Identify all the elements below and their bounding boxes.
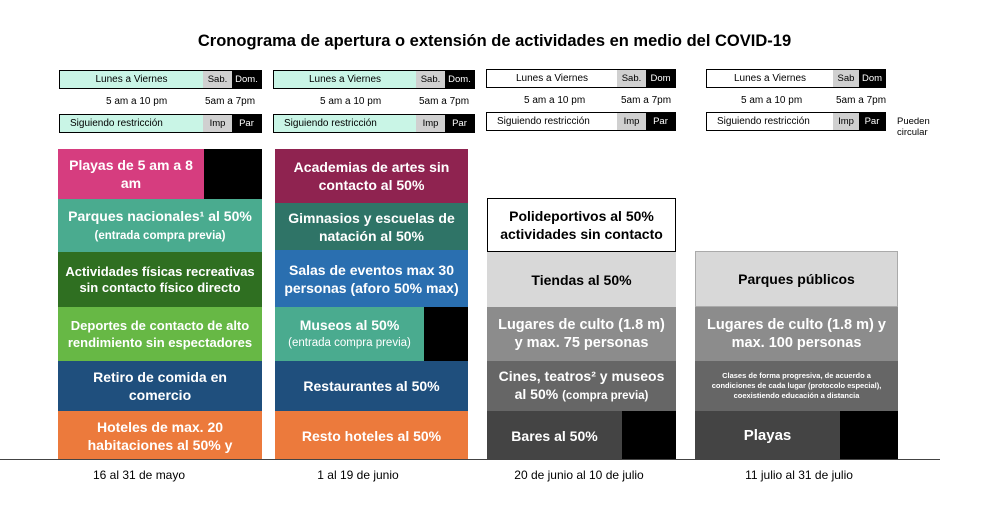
weekdays-label: Lunes a Viernes [95,74,168,85]
odd-plate-label: Imp [416,115,445,132]
closed-weekend-marker [622,411,676,460]
odd-plate-label: Imp [617,113,646,130]
closed-weekend-marker [424,307,468,361]
weekend-hours: 5am a 7pm [621,95,672,106]
saturday-label: Sab. [203,71,232,88]
schedule-header-col4: Lunes a Viernes Sab Dom [706,69,886,88]
odd-plate-label: Imp [203,115,232,132]
restriction-row-col1: Siguiendo restricción Imp Par [59,114,262,133]
sunday-label: Dom [646,70,675,87]
activity-box-actividades-fisicas: Actividades físicas recreativas sin cont… [58,252,262,307]
closed-weekend-marker [840,411,898,460]
activity-box-playas-julio: Playas [695,411,840,460]
even-plate-label: Par [445,115,474,132]
activity-box-tiendas: Tiendas al 50% [487,252,676,307]
activity-box-gimnasios: Gimnasios y escuelas de natación al 50% [275,203,468,250]
restriction-label: Siguiendo restricción [497,116,590,127]
activity-box-resto-hoteles: Resto hoteles al 50% [275,411,468,460]
saturday-label: Sab. [416,71,445,88]
sunday-label: Dom [859,70,885,87]
even-plate-label: Par [859,113,885,130]
activity-box-parques-nacionales: Parques nacionales¹ al 50% (entrada comp… [58,199,262,252]
activity-box-clases: Clases de forma progresiva, de acuerdo a… [695,361,898,411]
page-title: Cronograma de apertura o extensión de ac… [197,32,792,50]
activity-box-lugares-culto-100: Lugares de culto (1.8 m) y max. 100 pers… [695,307,898,361]
activity-box-museos: Museos al 50% (entrada compra previa) [275,307,424,361]
activity-box-retiro-comida: Retiro de comida en comercio [58,361,262,411]
weekdays-label: Lunes a Viernes [308,74,382,85]
restriction-label: Siguiendo restricción [284,118,377,129]
saturday-label: Sab [833,70,859,87]
weekday-hours: 5 am a 10 pm [741,95,803,106]
activity-box-restaurantes: Restaurantes al 50% [275,361,468,411]
weekend-hours: 5am a 7pm [836,95,887,106]
activity-box-deportes-contacto: Deportes de contacto de alto rendimiento… [58,307,262,361]
weekday-hours: 5 am a 10 pm [320,96,382,107]
activity-box-academias-artes: Academias de artes sin contacto al 50% [275,149,468,203]
restriction-label: Siguiendo restricción [717,116,810,127]
activity-box-cines-teatros: Cines, teatros² y museos al 50% (compra … [487,361,676,411]
activity-box-parques-publicos: Parques públicos [695,251,898,307]
pueden-circular-note: Pueden circular [897,116,930,138]
restriction-row-col2: Siguiendo restricción Imp Par [273,114,475,133]
schedule-header-col2: Lunes a Viernes Sab. Dom. [273,70,475,89]
saturday-label: Sab. [617,70,646,87]
period-label-col1: 16 al 31 de mayo [92,468,186,482]
schedule-header-col3: Lunes a Viernes Sab. Dom [486,69,676,88]
restriction-row-col3: Siguiendo restricción Imp Par [486,112,676,131]
sunday-label: Dom. [445,71,474,88]
timeline-baseline [0,459,940,460]
sunday-label: Dom. [232,71,261,88]
weekdays-label: Lunes a Viernes [515,73,589,84]
activity-box-hoteles-20: Hoteles de max. 20 habitaciones al 50% y [58,411,262,460]
period-label-col2: 1 al 19 de junio [317,468,399,482]
closed-weekend-marker [204,149,262,199]
activity-box-polideportivos: Polideportivos al 50% actividades sin co… [487,198,676,252]
period-label-col3: 20 de junio al 10 de julio [514,468,644,482]
even-plate-label: Par [646,113,675,130]
activity-box-salas-eventos: Salas de eventos max 30 personas (aforo … [275,250,468,307]
weekday-hours: 5 am a 10 pm [106,96,168,107]
weekend-hours: 5am a 7pm [419,96,470,107]
activity-box-bares: Bares al 50% [487,411,622,460]
weekend-hours: 5am a 7pm [205,96,256,107]
weekdays-label: Lunes a Viernes [733,73,807,84]
period-label-col4: 11 julio al 31 de julio [745,468,853,482]
even-plate-label: Par [232,115,261,132]
odd-plate-label: Imp [833,113,859,130]
restriction-label: Siguiendo restricción [70,118,163,129]
activity-box-playas: Playas de 5 am a 8 am [58,149,204,199]
weekday-hours: 5 am a 10 pm [524,95,586,106]
restriction-row-col4: Siguiendo restricción Imp Par [706,112,886,131]
schedule-header-col1: Lunes a Viernes Sab. Dom. [59,70,262,89]
activity-box-lugares-culto-75: Lugares de culto (1.8 m) y max. 75 perso… [487,307,676,361]
